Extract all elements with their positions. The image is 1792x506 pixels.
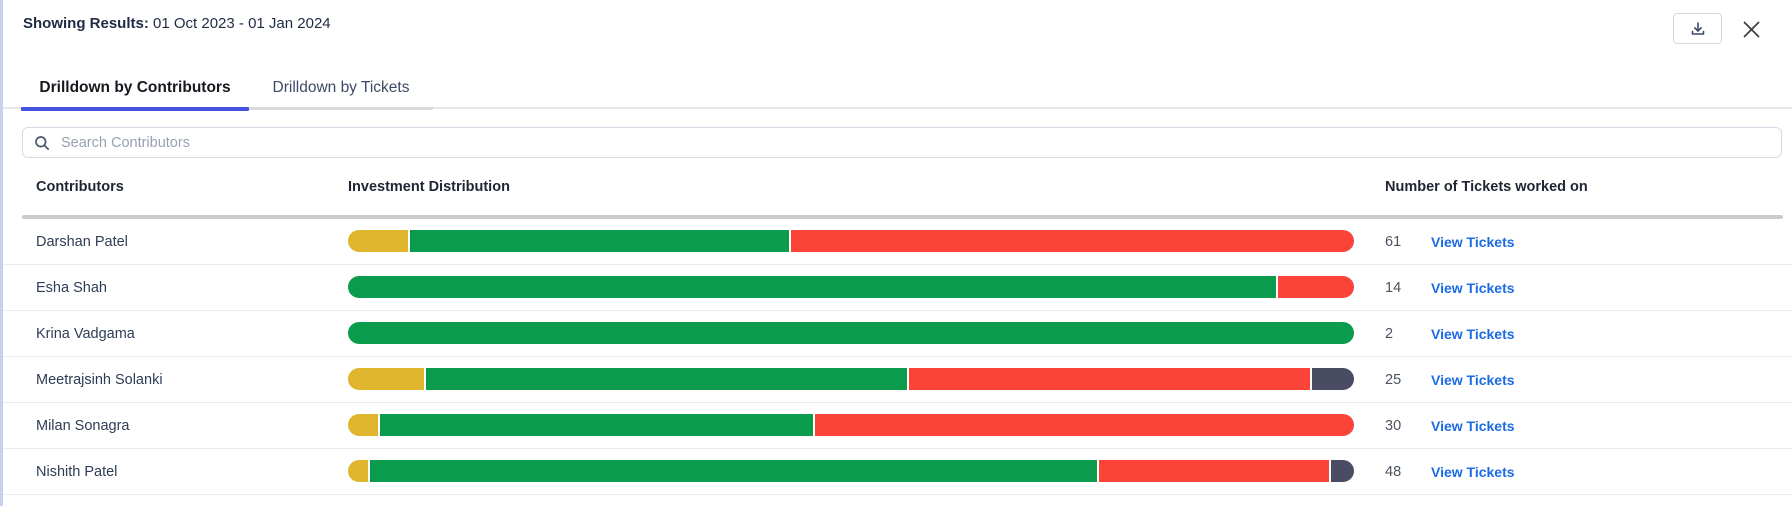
table-header-divider	[22, 215, 1783, 219]
ticket-count: 25	[1385, 371, 1402, 388]
download-icon	[1690, 21, 1706, 37]
contributor-name: Darshan Patel	[36, 233, 128, 250]
investment-distribution-bar	[348, 414, 1354, 436]
bar-segment-red	[790, 230, 1354, 252]
investment-distribution-bar	[348, 276, 1354, 298]
view-tickets-link[interactable]: View Tickets	[1431, 325, 1515, 342]
contributor-name: Krina Vadgama	[36, 325, 135, 342]
ticket-count: 2	[1385, 325, 1394, 342]
close-icon	[1742, 20, 1761, 39]
table-row: Esha Shah 14 View Tickets	[3, 265, 1792, 311]
table-row: Nishith Patel 48 View Tickets	[3, 449, 1792, 495]
bar-segment-green	[348, 276, 1276, 298]
showing-results-label: Showing Results:	[23, 15, 149, 32]
investment-distribution-bar	[348, 460, 1354, 482]
bar-segment-red	[1099, 460, 1329, 482]
active-tab-indicator	[21, 107, 249, 111]
ticket-count: 48	[1385, 463, 1402, 480]
contributor-name: Nishith Patel	[36, 463, 118, 480]
bar-segment-slate	[1331, 460, 1354, 482]
search-input[interactable]	[59, 133, 1781, 152]
ticket-count: 61	[1385, 233, 1402, 250]
bar-segment-green	[348, 322, 1354, 344]
bar-segment-red	[814, 414, 1354, 436]
bar-segment-green	[369, 460, 1097, 482]
table-row: Meetrajsinh Solanki 25 View Tickets	[3, 357, 1792, 403]
table-row: Milan Sonagra 30 View Tickets	[3, 403, 1792, 449]
view-tickets-link[interactable]: View Tickets	[1431, 233, 1515, 250]
download-button[interactable]	[1673, 13, 1722, 44]
column-header-investment-distribution: Investment Distribution	[348, 179, 510, 195]
table-body: Darshan Patel 61 View Tickets Esha Shah 14 Vi…	[3, 219, 1792, 495]
contributor-name: Esha Shah	[36, 279, 107, 296]
bar-segment-green	[380, 414, 813, 436]
ticket-count: 30	[1385, 417, 1402, 434]
column-header-tickets-worked-on: Number of Tickets worked on	[1385, 179, 1588, 195]
investment-distribution-bar	[348, 368, 1354, 390]
search-bar	[22, 127, 1782, 158]
investment-distribution-bar	[348, 322, 1354, 344]
inactive-tab-indicator	[249, 107, 433, 110]
search-icon	[23, 135, 50, 151]
showing-results-value: 01 Oct 2023 - 01 Jan 2024	[153, 15, 331, 32]
bar-segment-slate	[1312, 368, 1354, 390]
bar-segment-red	[909, 368, 1310, 390]
table-row: Darshan Patel 61 View Tickets	[3, 219, 1792, 265]
bar-segment-yellow	[348, 230, 409, 252]
investment-distribution-bar	[348, 230, 1354, 252]
bar-segment-yellow	[348, 414, 379, 436]
showing-results-text: Showing Results: 01 Oct 2023 - 01 Jan 20…	[23, 15, 331, 32]
ticket-count: 14	[1385, 279, 1402, 296]
view-tickets-link[interactable]: View Tickets	[1431, 279, 1515, 296]
bar-segment-yellow	[348, 460, 368, 482]
bar-segment-yellow	[348, 368, 424, 390]
view-tickets-link[interactable]: View Tickets	[1431, 417, 1515, 434]
bar-segment-green	[410, 230, 789, 252]
tab-strip-divider	[3, 107, 1792, 109]
bar-segment-red	[1277, 276, 1354, 298]
table-row: Krina Vadgama 2 View Tickets	[3, 311, 1792, 357]
bar-segment-green	[426, 368, 907, 390]
tab-drilldown-by-tickets[interactable]: Drilldown by Tickets	[249, 66, 433, 110]
contributor-name: Meetrajsinh Solanki	[36, 371, 163, 388]
contributor-name: Milan Sonagra	[36, 417, 130, 434]
close-button[interactable]	[1739, 17, 1763, 41]
column-header-contributors: Contributors	[36, 179, 124, 195]
tab-label: Drilldown by Tickets	[272, 78, 410, 96]
tab-label: Drilldown by Contributors	[39, 78, 231, 96]
tab-drilldown-by-contributors[interactable]: Drilldown by Contributors	[21, 66, 249, 111]
view-tickets-link[interactable]: View Tickets	[1431, 463, 1515, 480]
view-tickets-link[interactable]: View Tickets	[1431, 371, 1515, 388]
